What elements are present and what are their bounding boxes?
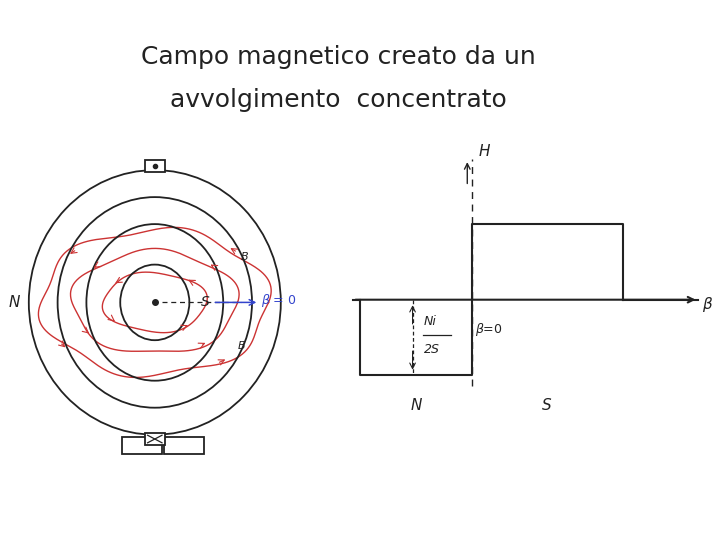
- Text: Campo magnetico creato da un: Campo magnetico creato da un: [141, 45, 536, 69]
- Text: Ni: Ni: [424, 315, 437, 328]
- Text: $\beta$ = 0: $\beta$ = 0: [261, 292, 297, 309]
- Text: B: B: [238, 341, 245, 350]
- Text: H: H: [479, 144, 490, 159]
- Text: S: S: [201, 295, 210, 309]
- Bar: [145, 160, 165, 172]
- Bar: [122, 437, 162, 454]
- Bar: [164, 437, 204, 454]
- Text: 2S: 2S: [424, 343, 440, 356]
- Text: N: N: [410, 397, 421, 413]
- Bar: [145, 433, 165, 445]
- Text: N: N: [9, 295, 20, 310]
- Text: avvolgimento  concentrato: avvolgimento concentrato: [170, 88, 507, 112]
- Text: $\beta$: $\beta$: [702, 294, 714, 314]
- Text: B: B: [241, 252, 248, 261]
- Text: S: S: [542, 397, 552, 413]
- Text: $\beta$=0: $\beta$=0: [475, 321, 503, 338]
